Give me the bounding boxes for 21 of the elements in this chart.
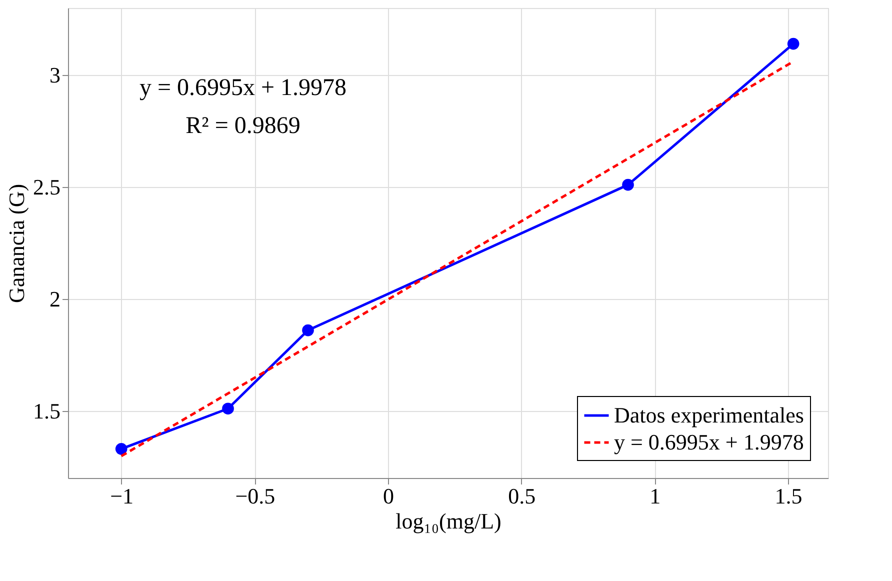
x-tick-label: 0	[383, 484, 394, 508]
x-axis-title: log₁₀(mg/L)	[396, 508, 502, 534]
annotation: y = 0.6995x + 1.9978	[139, 75, 347, 101]
point	[222, 402, 234, 415]
x-tick-label: −0.5	[235, 484, 276, 508]
y-axis-title: Ganancia (G)	[4, 184, 29, 304]
x-tick-label: 1.5	[774, 484, 802, 508]
annotation: R² = 0.9869	[186, 113, 300, 139]
point	[622, 178, 634, 191]
point	[115, 443, 128, 455]
x-tick-label: 1	[650, 484, 661, 508]
y-tick-label: 3	[50, 62, 60, 88]
point	[302, 324, 314, 336]
point	[787, 38, 800, 50]
x-tick-label: 0.5	[508, 484, 536, 508]
legend-label: Datos experimentales	[614, 402, 804, 428]
x-tick-label: −1	[110, 484, 134, 508]
y-tick-label: 2.5	[33, 174, 60, 200]
y-tick-label: 2	[50, 286, 60, 312]
y-tick-label: 1.5	[33, 398, 60, 424]
legend-label: y = 0.6995x + 1.9978	[614, 430, 804, 454]
